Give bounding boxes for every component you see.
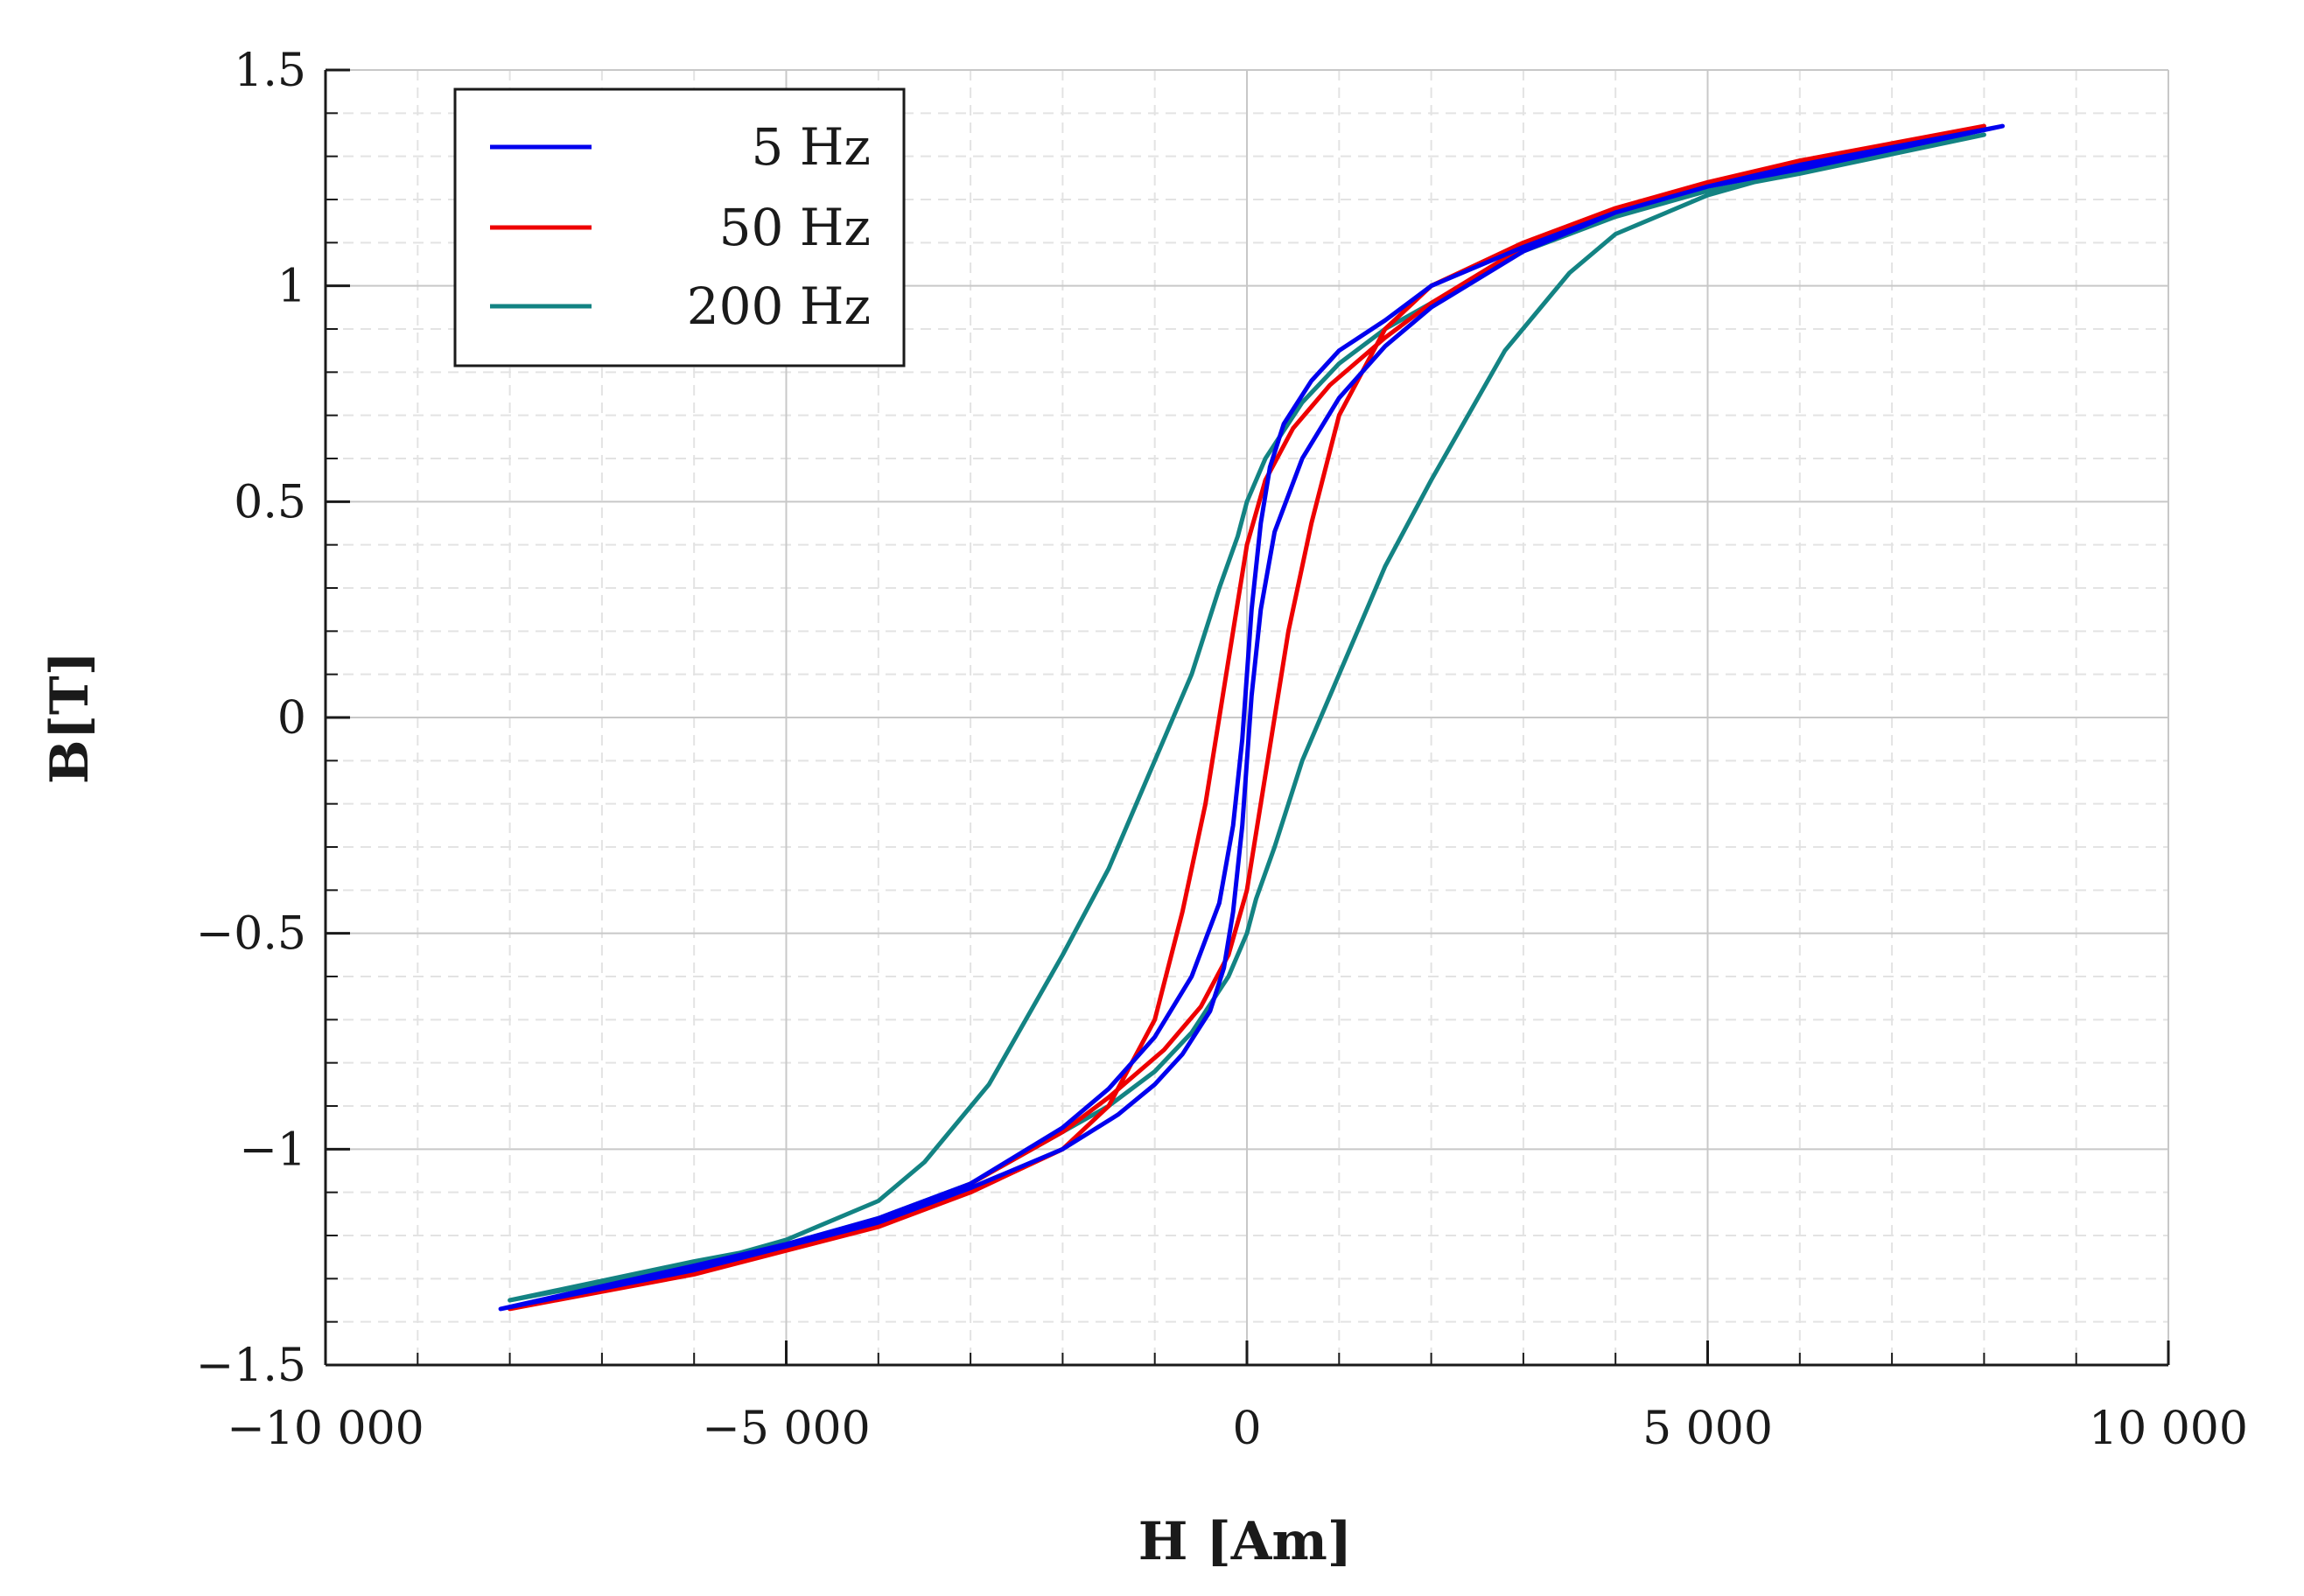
data-series: [498, 123, 2005, 1312]
legend-label-50hz: 50 Hz: [719, 198, 871, 257]
y-axis-title: B[T]: [39, 651, 101, 784]
x-tick-label: −5 000: [702, 1403, 870, 1455]
x-tick-label: −10 000: [227, 1403, 424, 1455]
legend-label-5hz: 5 Hz: [752, 117, 871, 177]
axes: −10 000 −5 000 0 5 000 10 000 −1.5 −1 −0.5 0 0.5 1…: [196, 45, 2248, 1455]
legend-label-200hz: 200 Hz: [687, 276, 871, 336]
y-tick-label: −1.5: [196, 1340, 306, 1392]
y-tick-label: 1.5: [234, 45, 306, 97]
x-tick-label: 5 000: [1642, 1403, 1773, 1455]
legend: 5 Hz 50 Hz 200 Hz: [453, 88, 906, 368]
y-tick-label: 0.5: [234, 476, 306, 528]
y-tick-label: −0.5: [196, 908, 306, 961]
series-line-200hz: [508, 132, 1986, 1303]
y-tick-label: 0: [277, 692, 306, 745]
x-tick-label: 0: [1232, 1403, 1261, 1455]
series-line-5hz: [498, 123, 2005, 1312]
series-line-50hz: [508, 123, 1986, 1312]
y-tick-label: −1: [239, 1124, 306, 1176]
x-axis-title: H [Am]: [1138, 1511, 1352, 1572]
x-tick-label: 10 000: [2089, 1403, 2248, 1455]
y-tick-label: 1: [277, 261, 306, 313]
